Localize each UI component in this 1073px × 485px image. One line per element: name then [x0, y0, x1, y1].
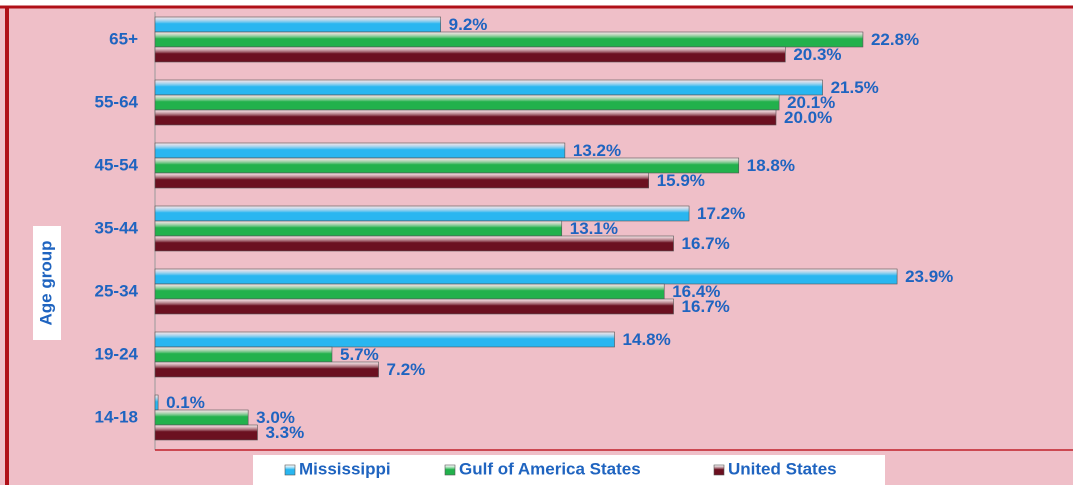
value-label: 16.7% [682, 234, 730, 253]
y-label-box [33, 226, 61, 340]
bar [154, 409, 249, 426]
legend-swatch [284, 464, 296, 476]
bar [154, 157, 740, 174]
value-label: 3.3% [265, 423, 304, 442]
bar [154, 79, 823, 96]
value-label: 17.2% [697, 204, 745, 223]
legend-swatch [444, 464, 456, 476]
value-label: 16.7% [682, 297, 730, 316]
value-label: 20.3% [793, 45, 841, 64]
value-label: 0.1% [166, 393, 205, 412]
bar [154, 31, 864, 48]
bar [154, 331, 615, 348]
value-label: 13.1% [570, 219, 618, 238]
legend-label: Gulf of America States [459, 459, 641, 478]
category-label: 35-44 [95, 218, 139, 237]
bar [154, 220, 563, 237]
top-margin [0, 0, 1073, 7]
value-label: 20.1% [787, 93, 835, 112]
value-label: 3.0% [256, 408, 295, 427]
value-label: 20.0% [784, 108, 832, 127]
legend-label: Mississippi [299, 459, 391, 478]
bar [154, 268, 898, 285]
category-label: 19-24 [95, 344, 139, 363]
bar [154, 109, 777, 126]
category-label: 25-34 [95, 281, 139, 300]
bar [154, 424, 258, 441]
category-label: 45-54 [95, 155, 139, 174]
legend-label: United States [728, 459, 837, 478]
value-label: 18.8% [747, 156, 795, 175]
value-label: 21.5% [831, 78, 879, 97]
category-label: 14-18 [95, 407, 138, 426]
bar [154, 346, 333, 363]
bar [154, 361, 379, 378]
value-label: 7.2% [387, 360, 426, 379]
value-label: 5.7% [340, 345, 379, 364]
bar [154, 46, 786, 63]
value-label: 14.8% [623, 330, 671, 349]
bar [154, 172, 649, 189]
value-label: 13.2% [573, 141, 621, 160]
category-label: 65+ [109, 29, 138, 48]
legend-swatch [713, 464, 725, 476]
legend-box [253, 455, 885, 485]
category-label: 55-64 [95, 92, 139, 111]
value-label: 23.9% [905, 267, 953, 286]
value-label: 15.9% [657, 171, 705, 190]
bar [154, 283, 665, 300]
value-label: 22.8% [871, 30, 919, 49]
value-label: 9.2% [449, 15, 488, 34]
bar [154, 94, 780, 111]
y-axis-label: Age group [36, 241, 55, 326]
bar [154, 298, 674, 315]
bar [154, 235, 674, 252]
value-label: 16.4% [672, 282, 720, 301]
bar [154, 142, 566, 159]
bar [154, 16, 441, 33]
bar [154, 394, 159, 411]
